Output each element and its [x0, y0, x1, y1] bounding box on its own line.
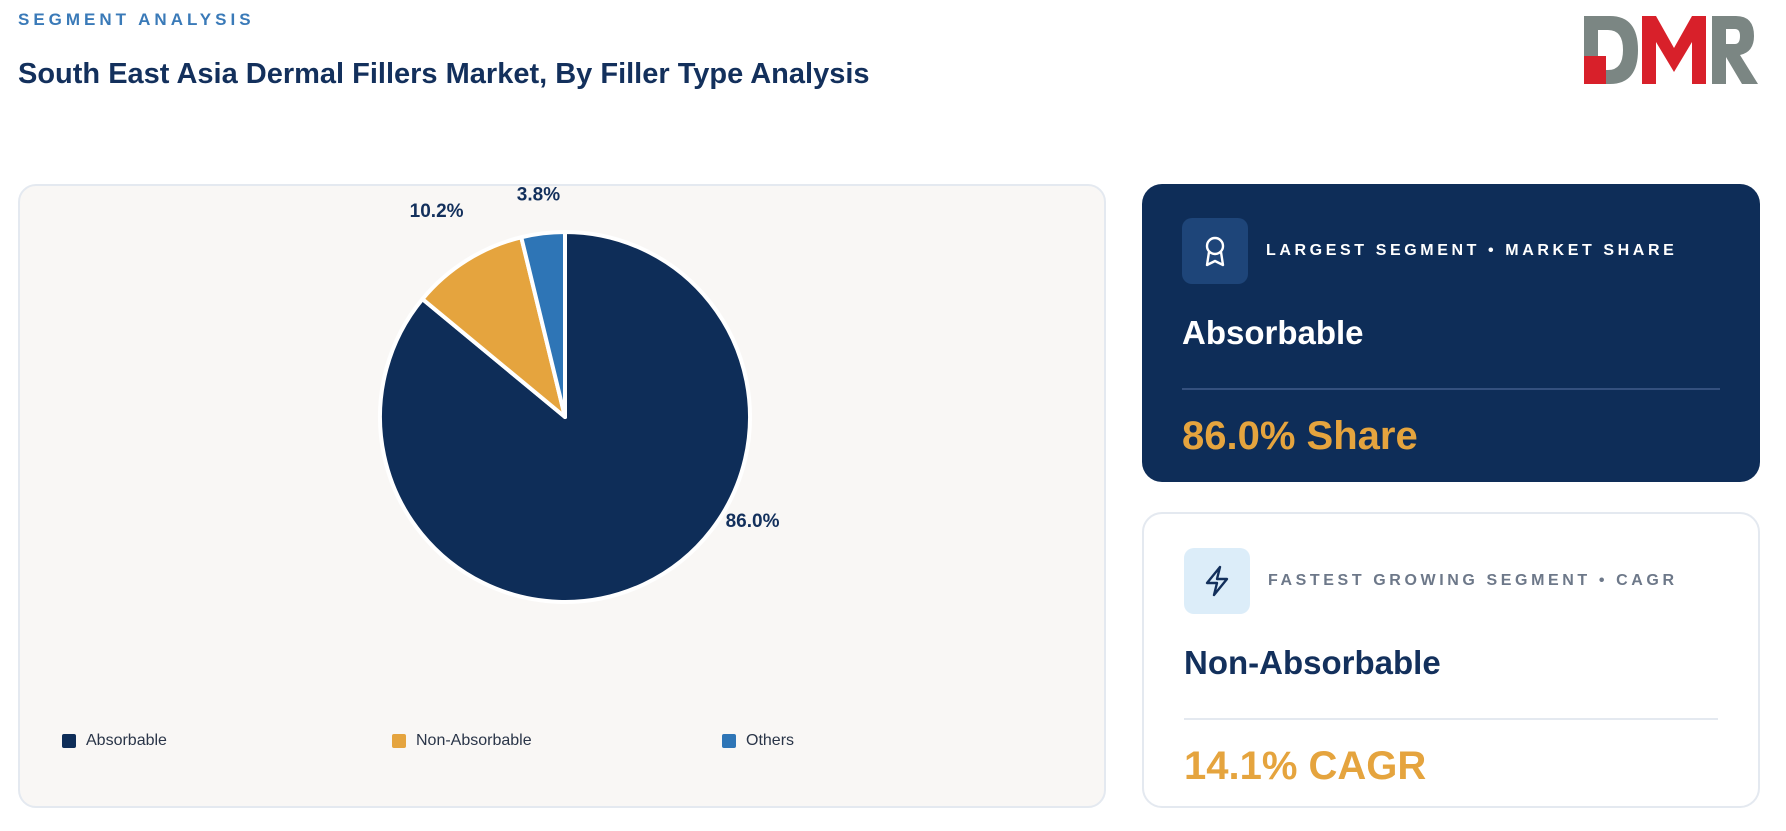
section-eyebrow: SEGMENT ANALYSIS [18, 10, 255, 29]
fastest-segment-value: 14.1% CAGR [1184, 744, 1427, 788]
divider [1184, 718, 1718, 720]
award-icon [1182, 218, 1248, 284]
pie-chart-card: 86.0% 10.2% 3.8% Absorbable Non-Absorbable… [18, 184, 1106, 808]
pie-data-label: 86.0% [726, 511, 780, 532]
largest-segment-card: LARGEST SEGMENT • MARKET SHARE Absorbabl… [1142, 184, 1760, 482]
pie-slice-others [519, 230, 567, 419]
legend-swatch [722, 734, 736, 748]
pie-data-label: 3.8% [517, 186, 560, 206]
legend-label: Absorbable [86, 732, 167, 749]
pie-chart: 86.0% 10.2% 3.8% [378, 186, 780, 604]
pie-data-label: 10.2% [410, 201, 464, 222]
largest-segment-value: 86.0% Share [1182, 414, 1418, 458]
legend-label: Non-Absorbable [416, 732, 532, 749]
legend-item-absorbable: Absorbable [62, 732, 167, 750]
largest-segment-name: Absorbable [1182, 314, 1364, 351]
pie-slice-non-absorbable [420, 235, 567, 419]
divider [1182, 388, 1720, 390]
fastest-segment-name: Non-Absorbable [1184, 644, 1441, 681]
legend-swatch [392, 734, 406, 748]
fastest-segment-card: FASTEST GROWING SEGMENT • CAGR Non-Absor… [1142, 512, 1760, 808]
legend-label: Others [746, 732, 795, 749]
legend-item-others: Others [722, 732, 794, 750]
dmr-logo [1584, 16, 1758, 84]
fastest-segment-label: FASTEST GROWING SEGMENT • CAGR [1268, 572, 1678, 589]
legend-swatch [62, 734, 76, 748]
legend-item-non-absorbable: Non-Absorbable [392, 732, 532, 750]
page-title: South East Asia Dermal Fillers Market, B… [18, 58, 870, 90]
largest-segment-label: LARGEST SEGMENT • MARKET SHARE [1266, 242, 1678, 259]
lightning-icon [1184, 548, 1250, 614]
